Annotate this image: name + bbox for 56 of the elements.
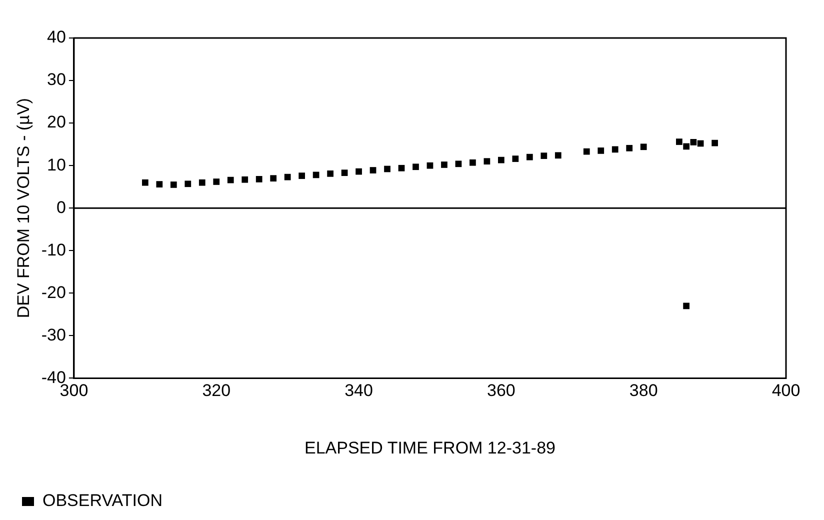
- point: [142, 179, 148, 186]
- point: [612, 146, 618, 153]
- point: [384, 166, 390, 172]
- point: [213, 178, 220, 185]
- x-tick-label: 400: [772, 381, 800, 400]
- point: [498, 156, 504, 164]
- point: [270, 175, 277, 182]
- point: [327, 170, 334, 177]
- point: [540, 152, 548, 159]
- point: [712, 140, 718, 146]
- x-tick-label: 360: [487, 381, 516, 400]
- point: [370, 167, 376, 174]
- point: [227, 176, 234, 184]
- point: [398, 164, 405, 172]
- y-tick-label: 10: [47, 155, 66, 174]
- y-axis-title: DEV FROM 10 VOLTS - (µV): [14, 98, 33, 318]
- y-tick-label: 30: [47, 70, 66, 90]
- point: [626, 144, 633, 152]
- point: [156, 181, 163, 188]
- x-axis-title: ELAPSED TIME FROM 12-31-89: [304, 438, 556, 458]
- x-tick-label: 320: [202, 381, 231, 400]
- point: [683, 302, 690, 310]
- point: [676, 138, 682, 145]
- point: [312, 172, 320, 178]
- point: [341, 170, 348, 176]
- point: [470, 159, 476, 166]
- point: [242, 176, 248, 183]
- point: [598, 148, 604, 154]
- point: [512, 156, 519, 162]
- legend-label: OBSERVATION: [42, 491, 162, 510]
- x-tick-label: 380: [629, 381, 658, 400]
- y-tick-label: 20: [47, 112, 66, 132]
- point: [583, 148, 590, 155]
- point: [455, 160, 462, 168]
- point: [441, 162, 448, 168]
- point: [298, 172, 305, 179]
- point: [690, 139, 697, 146]
- y-tick-label: 0: [56, 198, 66, 217]
- y-tick-label: -20: [41, 282, 66, 302]
- point: [256, 176, 262, 182]
- point: [284, 174, 291, 180]
- point: [356, 168, 362, 175]
- point: [426, 162, 434, 169]
- point: [554, 152, 562, 159]
- point: [170, 182, 177, 188]
- point: [484, 158, 490, 165]
- point: [526, 154, 533, 160]
- point: [198, 179, 206, 186]
- y-tick-label: 40: [47, 28, 66, 47]
- point: [683, 143, 690, 150]
- y-tick-label: -30: [41, 325, 66, 344]
- point: [184, 180, 192, 188]
- y-tick-label: -10: [41, 240, 66, 260]
- x-tick-label: 340: [344, 381, 373, 400]
- point: [412, 164, 419, 170]
- point: [640, 144, 647, 150]
